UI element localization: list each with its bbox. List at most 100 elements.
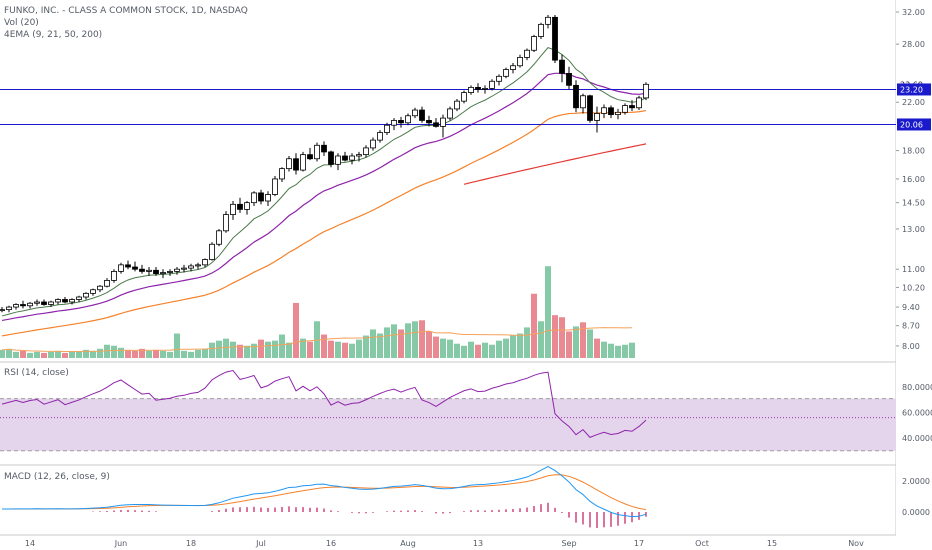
- candle-body: [622, 105, 628, 113]
- volume-bar: [174, 333, 180, 358]
- volume-bar: [125, 349, 131, 358]
- candle-body: [328, 151, 334, 165]
- volume-bar: [195, 349, 201, 358]
- volume-bar: [146, 350, 152, 358]
- candle-body: [90, 289, 96, 294]
- candle-body: [83, 292, 89, 298]
- volume-bar: [216, 340, 222, 358]
- candle-body: [468, 86, 474, 93]
- time-axis-label: Jul: [255, 539, 266, 548]
- candle-body: [279, 168, 285, 180]
- candle-body: [146, 269, 152, 272]
- volume-bar: [545, 266, 551, 358]
- volume-bar: [244, 345, 250, 358]
- volume-bar: [230, 341, 236, 358]
- candle-body: [370, 139, 376, 149]
- candle-body: [552, 16, 558, 61]
- volume-bar: [6, 348, 12, 358]
- rsi-legend: RSI (14, close): [4, 368, 69, 378]
- candle-body: [342, 155, 348, 161]
- volume-bar: [524, 327, 530, 358]
- candle-body: [125, 264, 131, 268]
- volume-bar: [391, 324, 397, 358]
- candle-body: [559, 59, 565, 74]
- candle-body: [335, 155, 341, 165]
- volume-bar: [97, 348, 103, 358]
- rsi-tick-label: 80.0000: [902, 383, 932, 392]
- volume-bar: [132, 350, 138, 358]
- candle-body: [531, 36, 537, 51]
- volume-bar: [69, 351, 75, 358]
- time-axis-label: Oct: [695, 539, 709, 548]
- candle-body: [461, 92, 467, 102]
- volume-bar: [496, 340, 502, 358]
- volume-bar: [202, 348, 208, 358]
- volume-bar: [566, 331, 572, 358]
- ema9-line: [1, 47, 647, 317]
- volume-bar: [314, 321, 320, 358]
- volume-bar: [167, 351, 173, 358]
- volume-bar: [293, 302, 299, 358]
- candle-body: [0, 309, 5, 312]
- volume-bar: [433, 336, 439, 358]
- time-axis-label: 16: [326, 539, 336, 548]
- price-tag-label: 23.20: [900, 85, 923, 94]
- volume-bar: [510, 335, 516, 358]
- volume-bar: [55, 350, 61, 358]
- time-axis-label: Aug: [400, 539, 416, 548]
- macd-tick-label: 0.0000: [902, 508, 930, 517]
- volume-bar: [328, 340, 334, 358]
- candle-body: [307, 154, 313, 160]
- candle-body: [48, 301, 54, 305]
- candle-body: [538, 23, 544, 37]
- volume-bar: [384, 327, 390, 358]
- volume-bar: [139, 348, 145, 358]
- volume-ma-line: [1, 327, 633, 353]
- volume-bar: [517, 333, 523, 358]
- price-tag-label: 20.06: [900, 120, 923, 129]
- candle-body: [27, 302, 33, 307]
- volume-bar: [335, 341, 341, 358]
- volume-bar: [20, 350, 26, 358]
- candle-body: [132, 266, 138, 270]
- volume-bar: [181, 350, 187, 358]
- candle-body: [272, 178, 278, 195]
- candle-body: [216, 230, 222, 245]
- time-axis-label: 13: [473, 539, 483, 548]
- candle-body: [97, 285, 103, 291]
- volume-bar: [286, 342, 292, 358]
- candle-body: [587, 95, 593, 121]
- candle-body: [181, 267, 187, 270]
- volume-bar: [265, 341, 271, 358]
- volume-bar: [475, 344, 481, 358]
- volume-bar: [398, 329, 404, 358]
- candle-body: [419, 109, 425, 121]
- candle-body: [601, 107, 607, 114]
- volume-bar: [503, 338, 509, 358]
- candle-body: [139, 268, 145, 272]
- candle-body: [223, 214, 229, 232]
- candle-body: [524, 49, 530, 58]
- volume-bar: [307, 341, 313, 358]
- macd-line: [1, 465, 647, 518]
- volume-bar: [622, 344, 628, 358]
- volume-bar: [27, 352, 33, 358]
- volume-bar: [209, 342, 215, 358]
- candle-body: [482, 88, 488, 90]
- price-tick-label: 18.00: [902, 147, 925, 156]
- price-tick-label: 8.00: [902, 342, 920, 351]
- volume-bar: [188, 351, 194, 358]
- candle-body: [230, 203, 236, 215]
- rsi-band: [0, 398, 896, 452]
- volume-bar: [482, 342, 488, 358]
- volume-bars: [0, 266, 635, 358]
- volume-bar: [48, 351, 54, 358]
- price-tick-label: 11.00: [902, 265, 925, 274]
- horizontal-lines[interactable]: [0, 88, 896, 125]
- candle-body: [398, 120, 404, 124]
- volume-bar: [531, 293, 537, 358]
- volume-bar: [76, 351, 82, 358]
- volume-bar: [237, 344, 243, 358]
- ema-lines: [1, 47, 647, 337]
